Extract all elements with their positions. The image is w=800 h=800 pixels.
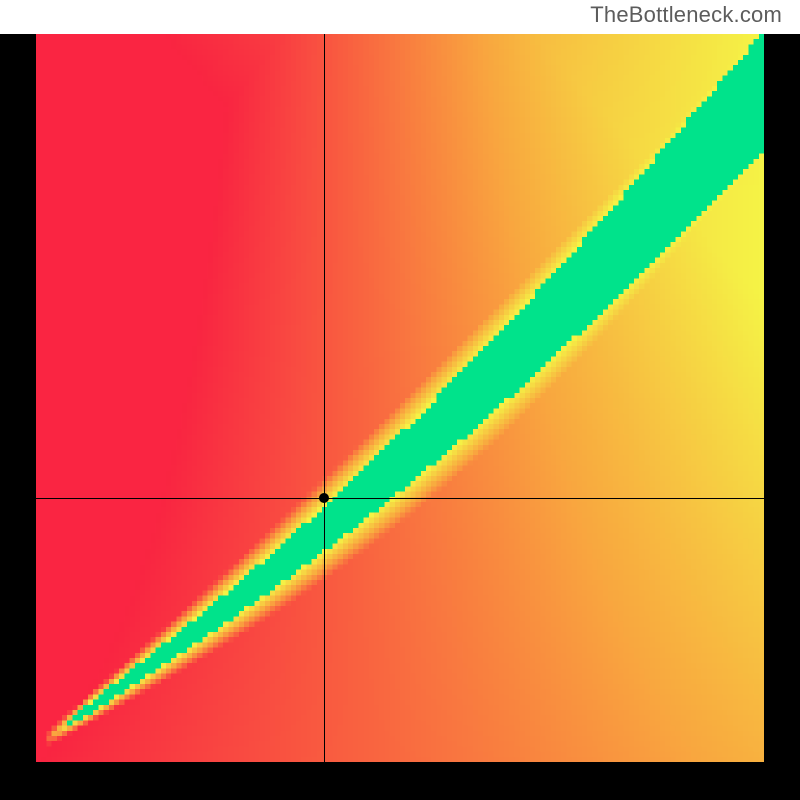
watermark-text: TheBottleneck.com bbox=[590, 2, 782, 28]
plot-area bbox=[36, 34, 764, 762]
heatmap-canvas bbox=[36, 34, 764, 762]
plot-frame bbox=[0, 34, 800, 800]
crosshair-vertical bbox=[324, 34, 325, 762]
crosshair-marker bbox=[319, 493, 329, 503]
crosshair-horizontal bbox=[36, 498, 764, 499]
